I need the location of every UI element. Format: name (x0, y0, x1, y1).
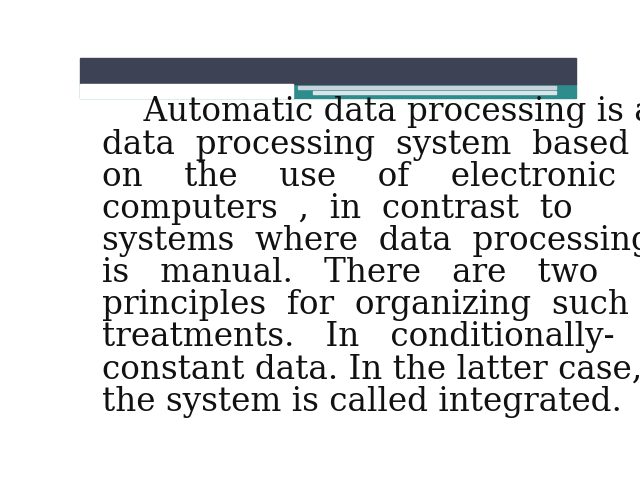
Text: on    the    use    of    electronic: on the use of electronic (102, 161, 616, 192)
Text: systems  where  data  processing: systems where data processing (102, 225, 640, 257)
Bar (313, 91, 556, 94)
Bar (298, 86, 556, 89)
Bar (80, 58, 576, 84)
Text: constant data. In the latter case,: constant data. In the latter case, (102, 354, 640, 385)
Text: treatments.   In   conditionally-: treatments. In conditionally- (102, 322, 615, 353)
Text: is   manual.   There   are   two: is manual. There are two (102, 257, 598, 289)
Bar (80, 84, 576, 98)
Text: data  processing  system  based: data processing system based (102, 129, 630, 161)
Text: principles  for  organizing  such: principles for organizing such (102, 289, 629, 321)
Text: the system is called integrated.: the system is called integrated. (102, 386, 622, 418)
Text: Automatic data processing is a: Automatic data processing is a (102, 96, 640, 129)
Bar (80, 84, 293, 98)
Text: computers  ,  in  contrast  to: computers , in contrast to (102, 193, 573, 225)
